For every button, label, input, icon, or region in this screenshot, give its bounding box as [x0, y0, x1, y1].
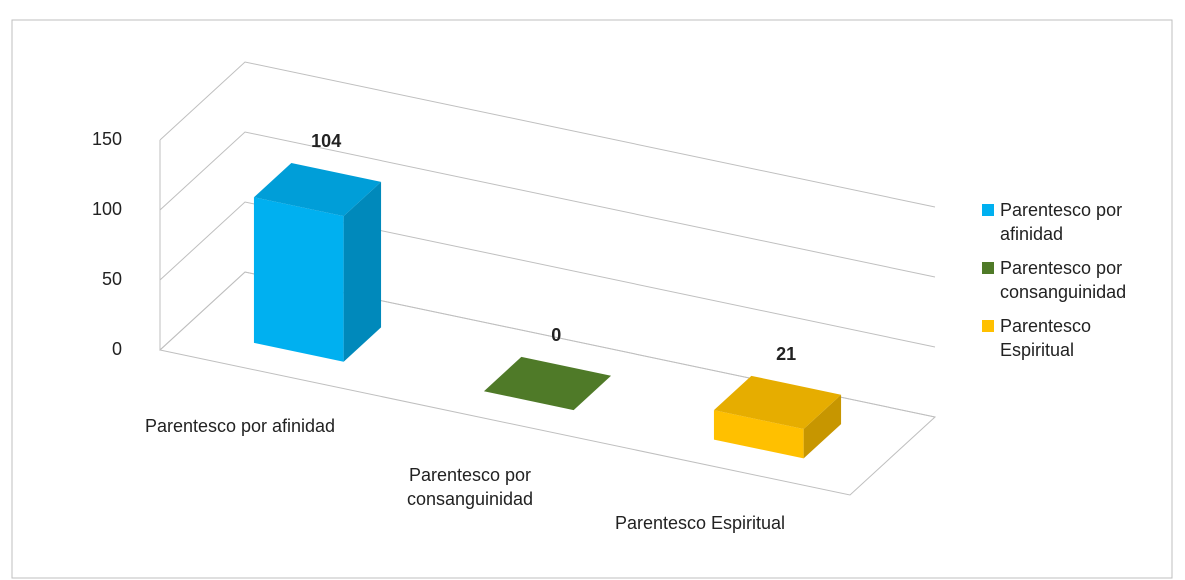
legend-swatch — [982, 204, 994, 216]
bar — [483, 356, 612, 411]
bar-top — [713, 375, 842, 430]
bar-side — [803, 394, 842, 459]
y-tick-label: 50 — [102, 269, 122, 289]
y-tick-label: 100 — [92, 199, 122, 219]
value-label: 0 — [551, 325, 561, 345]
y-tick-label: 150 — [92, 129, 122, 149]
x-tick-label: Parentesco Espiritual — [614, 512, 786, 533]
bar — [713, 375, 842, 459]
bar-side — [343, 181, 382, 362]
bar-front — [253, 197, 344, 362]
legend-label: Parentesco por afinidad — [1000, 200, 1123, 244]
grid-line — [159, 61, 936, 208]
legend-swatch — [982, 320, 994, 332]
legend-label: Parentesco Espiritual — [1000, 316, 1092, 360]
value-label: 21 — [776, 344, 796, 364]
legend-item: Parentesco por consanguinidad — [980, 256, 1170, 304]
chart-frame — [11, 19, 1173, 579]
legend-item: Parentesco por afinidad — [980, 198, 1170, 246]
grid-line — [159, 271, 936, 418]
bar-top — [483, 356, 612, 411]
bar-front — [713, 410, 804, 459]
y-tick-label: 0 — [112, 339, 122, 359]
legend-label: Parentesco por consanguinidad — [1000, 258, 1127, 302]
bar — [253, 162, 382, 362]
legend-swatch — [982, 262, 994, 274]
bar-top — [253, 162, 382, 217]
x-tick-label: Parentesco por consanguinidad — [406, 464, 534, 509]
legend-item: Parentesco Espiritual — [980, 314, 1170, 362]
grid-line — [159, 131, 936, 278]
value-label: 104 — [311, 131, 341, 151]
legend: Parentesco por afinidad Parentesco por co… — [980, 198, 1170, 372]
x-tick-label: Parentesco por afinidad — [144, 416, 336, 437]
grid-line — [159, 201, 936, 348]
